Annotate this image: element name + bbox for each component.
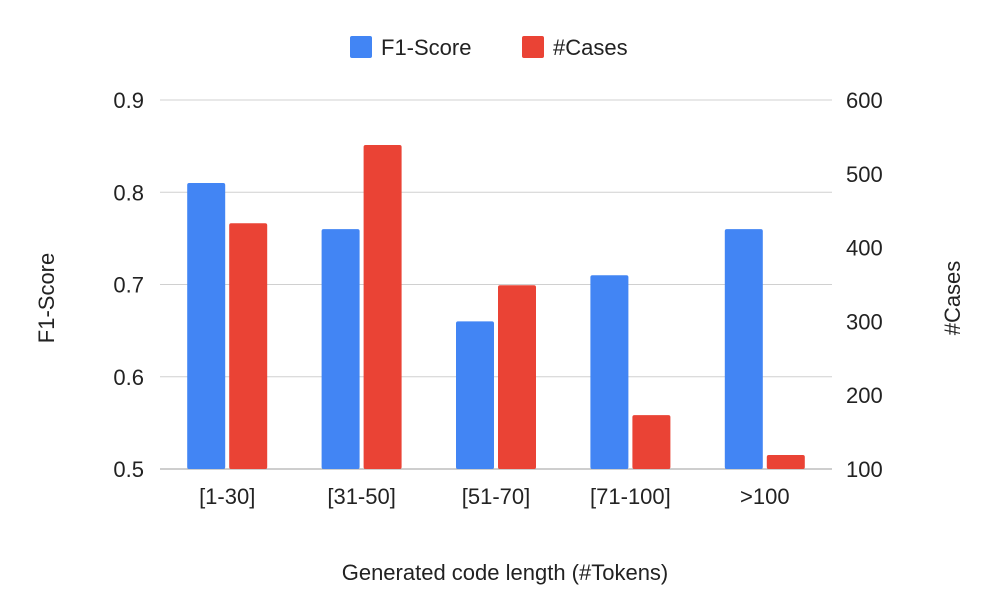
y-tick-label: 0.9 [113, 88, 144, 113]
y2-axis-title: #Cases [940, 261, 965, 336]
x-tick-label: [1-30] [199, 484, 255, 509]
y2-tick-label: 600 [846, 88, 883, 113]
bar-cases [766, 454, 805, 469]
y2-tick-label: 100 [846, 457, 883, 482]
bar-f1-score [724, 229, 763, 469]
legend: F1-Score #Cases [350, 35, 628, 60]
y2-tick-label: 200 [846, 383, 883, 408]
legend-swatch-cases [522, 36, 544, 58]
bar-f1-score [187, 183, 226, 469]
y-tick-label: 0.5 [113, 457, 144, 482]
bar-f1-score [590, 275, 629, 469]
x-tick-label: [51-70] [462, 484, 531, 509]
legend-label-f1-score: F1-Score [381, 35, 471, 60]
bar-f1-score [456, 321, 494, 469]
left-axis-ticks: 0.5 0.6 0.7 0.8 0.9 [113, 88, 144, 482]
legend-label-cases: #Cases [553, 35, 628, 60]
bar-cases [229, 223, 268, 469]
y-axis-title: F1-Score [34, 253, 59, 343]
bar-f1-score [321, 229, 360, 469]
y2-tick-label: 400 [846, 236, 883, 261]
x-tick-label: [31-50] [327, 484, 396, 509]
bar-cases [632, 415, 671, 469]
gridlines [160, 99, 832, 470]
bar-cases [363, 145, 402, 469]
x-axis-ticks: [1-30] [31-50] [51-70] [71-100] >100 [199, 484, 790, 509]
right-axis-ticks: 100 200 300 400 500 600 [846, 88, 883, 482]
y-tick-label: 0.7 [113, 273, 144, 298]
bars [187, 145, 805, 469]
x-tick-label: [71-100] [590, 484, 671, 509]
y2-tick-label: 300 [846, 309, 883, 334]
y2-tick-label: 500 [846, 162, 883, 187]
bar-cases [498, 285, 536, 469]
x-tick-label: >100 [740, 484, 790, 509]
y-tick-label: 0.8 [113, 180, 144, 205]
x-axis-title: Generated code length (#Tokens) [342, 560, 669, 585]
legend-swatch-f1-score [350, 36, 372, 58]
y-tick-label: 0.6 [113, 365, 144, 390]
